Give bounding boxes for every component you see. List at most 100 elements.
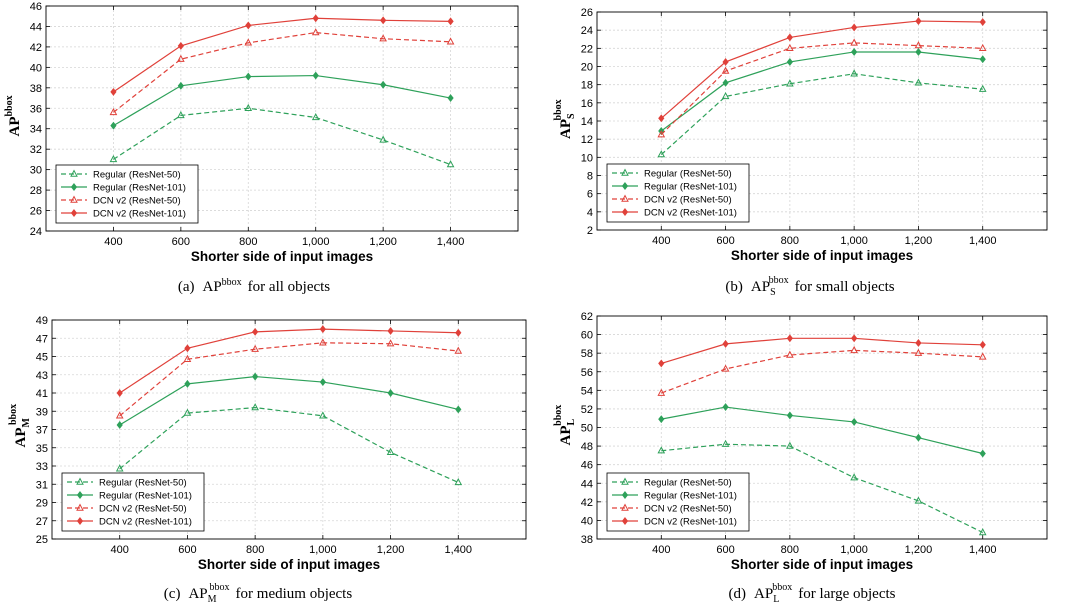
data-point <box>978 352 987 360</box>
caption-prefix: (d) <box>729 586 747 602</box>
y-tick-label: 29 <box>36 498 48 510</box>
plot-frame <box>45 5 519 232</box>
data-point <box>319 411 327 419</box>
data-point <box>447 17 454 26</box>
y-tick-label: 16 <box>581 98 593 110</box>
data-point <box>177 41 184 50</box>
legend-marker <box>70 169 78 177</box>
legend-label: DCN v2 (ResNet-50) <box>644 504 732 515</box>
y-tick-label: 2 <box>587 225 593 237</box>
data-point <box>721 439 730 447</box>
caption-suffix: for all objects <box>248 279 331 295</box>
data-point <box>115 464 124 472</box>
y-tick-label: 54 <box>581 385 593 397</box>
x-tick-label: 1,200 <box>377 544 405 556</box>
data-point <box>979 18 986 26</box>
data-point <box>978 84 987 92</box>
series-dcn-resnet101 <box>658 17 986 123</box>
y-tick-label: 44 <box>581 478 593 490</box>
y-axis-label-sub: M <box>21 418 32 428</box>
caption-d: (d) APLbbox for large objects <box>729 582 896 605</box>
data-point <box>109 154 118 163</box>
x-tick-label: 600 <box>716 235 734 247</box>
legend-marker <box>76 517 84 525</box>
data-point <box>455 328 462 337</box>
legend-label: DCN v2 (ResNet-101) <box>644 208 737 219</box>
data-point <box>177 110 185 119</box>
series-line <box>661 349 983 394</box>
data-point <box>722 339 729 348</box>
series-line <box>119 342 459 417</box>
y-tick-label: 46 <box>30 1 42 13</box>
data-point <box>109 107 118 116</box>
legend-marker <box>621 477 629 485</box>
y-axis-label-sub: L <box>566 419 577 426</box>
data-point <box>115 411 124 419</box>
data-point <box>722 78 729 87</box>
data-point <box>722 403 729 412</box>
legend-marker <box>621 517 629 525</box>
legend-label: Regular (ResNet-50) <box>644 478 732 489</box>
data-point <box>110 87 117 96</box>
data-point <box>657 130 666 138</box>
y-tick-label: 42 <box>581 497 593 509</box>
caption-sub: L <box>773 594 779 605</box>
caption-sub: S <box>770 287 776 298</box>
series-dcn-resnet101 <box>116 325 462 397</box>
y-tick-label: 33 <box>36 461 48 473</box>
data-point <box>311 113 320 121</box>
data-point <box>979 340 986 349</box>
x-tick-label: 1,200 <box>369 236 397 248</box>
data-point <box>914 78 923 86</box>
data-point <box>319 378 326 386</box>
data-point <box>657 446 666 454</box>
data-point <box>851 48 858 56</box>
series-line <box>113 17 451 93</box>
data-point <box>850 38 858 46</box>
y-tick-label: 24 <box>30 226 42 238</box>
data-point <box>177 54 185 62</box>
series-regular-resnet101 <box>110 71 454 130</box>
data-point <box>657 150 666 158</box>
legend-marker <box>621 168 629 176</box>
data-point <box>657 388 666 396</box>
legend-marker <box>621 503 629 511</box>
y-axis-label-base: AP <box>558 426 574 446</box>
y-tick-label: 24 <box>581 25 593 37</box>
data-point <box>447 94 454 102</box>
data-point <box>380 80 387 89</box>
series-regular-resnet50 <box>115 403 463 486</box>
data-point <box>184 379 191 388</box>
data-point <box>721 92 730 100</box>
legend-marker <box>70 209 78 217</box>
y-axis-label: APbbox <box>4 95 23 136</box>
y-axis-label-sup: bbox <box>553 405 564 426</box>
data-point <box>915 17 922 26</box>
series-line <box>661 406 983 455</box>
y-tick-label: 40 <box>581 515 593 527</box>
y-tick-label: 42 <box>30 42 42 54</box>
y-tick-label: 30 <box>30 165 42 177</box>
series-dcn-resnet101 <box>658 334 986 368</box>
y-axis-label: APMbbox <box>8 404 32 448</box>
series-line <box>660 20 983 119</box>
y-axis-label-sup: bbox <box>553 99 564 120</box>
series-regular-resnet101 <box>658 48 986 135</box>
data-point <box>851 334 858 343</box>
data-point <box>786 441 794 449</box>
y-tick-label: 36 <box>30 103 42 115</box>
data-point <box>379 34 387 42</box>
series-regular-resnet50 <box>657 69 987 158</box>
series-regular-resnet101 <box>116 372 462 429</box>
data-point <box>851 23 858 32</box>
legend-marker <box>621 182 629 190</box>
data-point <box>786 79 794 87</box>
legend-marker <box>621 491 629 499</box>
y-tick-label: 37 <box>36 425 48 437</box>
series-line <box>660 42 983 136</box>
data-point <box>251 403 259 411</box>
caption-sup: bbox <box>769 275 789 286</box>
legend-marker <box>621 194 629 202</box>
legend: Regular (ResNet-50) Regular (ResNet-101) D… <box>55 164 199 224</box>
data-point <box>915 433 922 442</box>
